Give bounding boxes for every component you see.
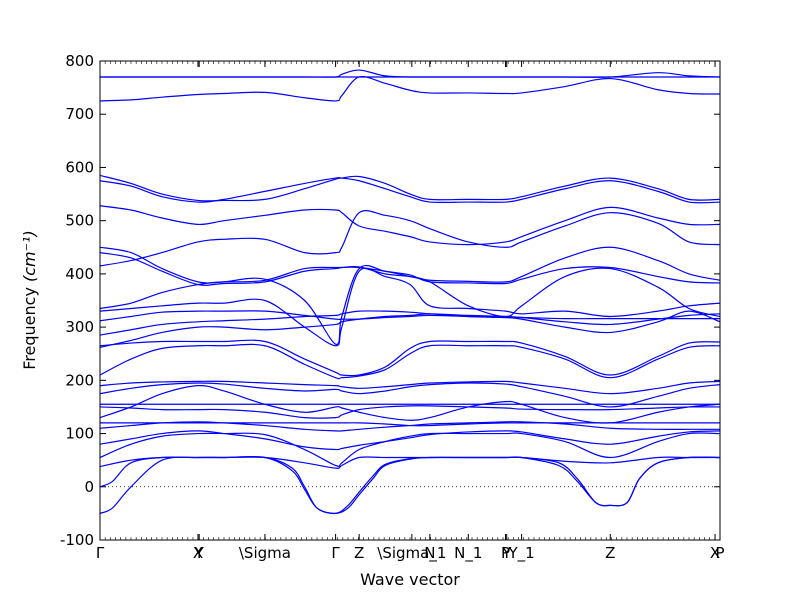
y-tick-label: 700 — [65, 105, 94, 123]
y-tick-label: 600 — [65, 158, 94, 176]
band-line-7 — [100, 210, 720, 267]
x-axis-label: Wave vector — [360, 570, 460, 589]
y-axis: -100 0 100 200 300 400 500 600 700 800 — [60, 52, 720, 549]
band-line-25 — [100, 432, 720, 467]
x-tick-label: Z — [605, 544, 615, 562]
y-tick-label: 200 — [65, 371, 94, 389]
band-line-13 — [100, 310, 720, 336]
band-lines — [100, 69, 720, 515]
x-tick-label: X — [710, 544, 720, 562]
band-line-3 — [100, 75, 720, 102]
x-tick-label: X — [193, 544, 203, 562]
y-tick-label: 300 — [65, 318, 94, 336]
band-line-18 — [100, 382, 720, 408]
band-line-5 — [100, 176, 720, 204]
x-tick-label: \Sigma — [239, 544, 291, 562]
band-line-11 — [100, 267, 720, 347]
x-tick-label: Y_1 — [507, 544, 534, 563]
band-line-14 — [100, 313, 720, 348]
band-line-10 — [100, 265, 720, 345]
band-line-28 — [100, 455, 720, 515]
band-line-15 — [100, 339, 720, 377]
band-line-23 — [100, 421, 720, 432]
plot-frame — [99, 60, 721, 541]
x-tick-label: Y — [501, 544, 512, 562]
x-tick-label: Y — [194, 544, 205, 562]
y-tick-label: 500 — [65, 212, 94, 230]
x-tick-label: P — [715, 544, 724, 562]
band-line-4 — [100, 174, 720, 202]
band-line-2 — [100, 69, 720, 78]
x-tick-label: Γ — [96, 544, 105, 562]
y-tick-label: 800 — [65, 52, 94, 70]
band-line-12 — [100, 310, 720, 322]
x-tick-label: Z — [354, 544, 364, 562]
y-tick-label: -100 — [60, 531, 94, 549]
band-line-17 — [100, 380, 720, 395]
y-tick-label: 400 — [65, 265, 94, 283]
x-tick-label: Γ — [331, 544, 340, 562]
y-axis-label: Frequency (cm⁻¹) — [20, 230, 39, 369]
band-line-16 — [100, 343, 720, 380]
y-axis-label-text: Frequency — [20, 287, 39, 370]
y-axis-label-unit: (cm⁻¹) — [20, 230, 39, 282]
x-tick-label: \Sigma_1 — [377, 544, 446, 563]
x-tick-label: N_1 — [454, 544, 482, 563]
band-line-6 — [100, 205, 720, 246]
y-tick-label: 100 — [65, 425, 94, 443]
band-line-20 — [100, 405, 720, 419]
x-tick-label: N — [424, 544, 435, 562]
band-line-22 — [100, 422, 720, 427]
x-tick-label: P — [501, 544, 510, 562]
y-tick-label: 0 — [84, 478, 94, 496]
